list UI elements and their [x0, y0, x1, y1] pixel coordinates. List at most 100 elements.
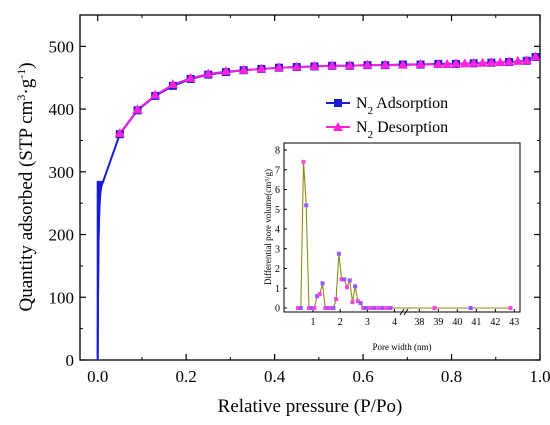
- desorption-point: [362, 59, 373, 69]
- y-tick-label: 200: [49, 226, 75, 245]
- desorption-point: [486, 57, 497, 67]
- desorption-point: [477, 57, 488, 67]
- y-tick-label: 400: [49, 100, 75, 119]
- inset-y-tick-label: 4: [275, 225, 280, 236]
- desorption-point: [530, 51, 541, 61]
- y-tick-label: 300: [49, 163, 75, 182]
- desorption-point: [433, 59, 444, 69]
- inset-x-tick-label: 38: [414, 317, 424, 328]
- y-axis-title-main: Quantity adsorbed (STP cm: [16, 100, 37, 311]
- legend-desorption-pre: N: [356, 119, 368, 136]
- inset-x-tick-label: 1: [311, 317, 316, 328]
- inset-pore-point: [301, 159, 306, 164]
- legend-desorption-post: Desorption: [373, 119, 448, 136]
- inset-y-tick-label: 0: [275, 304, 280, 315]
- y-axis-title: Quantity adsorbed (STP cm3·g-1): [14, 62, 37, 311]
- inset-y-tick-label: 6: [275, 185, 280, 196]
- desorption-point: [203, 68, 214, 78]
- desorption-point: [150, 89, 161, 99]
- inset-pore-point: [347, 278, 352, 283]
- legend-label-desorption: N2 Desorption: [356, 119, 448, 141]
- inset-pore-point: [353, 284, 358, 289]
- inset-pore-point: [468, 306, 473, 310]
- inset-pore-point: [331, 306, 336, 310]
- main-series: [96, 51, 541, 360]
- inset-pore-point: [342, 277, 347, 282]
- inset-x-tick-label: 40: [452, 317, 462, 328]
- y-tick-label: 0: [66, 351, 75, 370]
- inset-x-tick-label: 41: [471, 317, 481, 328]
- inset-pore-point: [355, 299, 360, 304]
- inset-y-tick-label: 7: [275, 165, 280, 176]
- inset-pore-point: [328, 306, 333, 310]
- legend-adsorption-pre: N: [356, 95, 368, 112]
- inset-pore-point: [372, 306, 377, 310]
- legend-adsorption-sub: 2: [368, 105, 374, 117]
- inset-x-tick-label: 3: [365, 317, 370, 328]
- inset-pore-point: [361, 306, 366, 310]
- inset-x-tick-label: 42: [490, 317, 500, 328]
- inset-pore-point: [368, 306, 373, 310]
- inset-pore-point: [508, 306, 513, 310]
- inset-pore-point: [317, 292, 322, 297]
- desorption-point: [380, 59, 391, 69]
- legend-marker-desorption: [333, 122, 343, 131]
- inset-pore-point: [388, 306, 393, 310]
- inset-x-tick-label: 39: [433, 317, 443, 328]
- inset-pore-point: [358, 301, 363, 306]
- y-axis-title-mid: ·g: [16, 78, 37, 94]
- desorption-point: [132, 104, 143, 114]
- desorption-point: [327, 60, 338, 70]
- inset-pore-point: [380, 306, 385, 310]
- x-axis-title: Relative pressure (P/Po): [218, 396, 403, 417]
- desorption-point: [185, 72, 196, 82]
- inset-pore-point: [325, 306, 330, 310]
- inset-frame: [283, 142, 521, 313]
- desorption-point: [521, 55, 532, 65]
- desorption-point: [238, 64, 249, 74]
- inset-pore-point: [336, 251, 341, 256]
- y-tick-label: 500: [49, 37, 75, 56]
- x-tick-label: 0.0: [87, 367, 108, 386]
- inset-x-tick-label: 43: [509, 317, 519, 328]
- inset-pore-point: [364, 306, 369, 310]
- x-tick-label: 0.2: [176, 367, 197, 386]
- desorption-point: [415, 59, 426, 69]
- desorption-point: [114, 128, 125, 138]
- inset-series: [296, 159, 513, 310]
- desorption-point: [450, 58, 461, 68]
- main-plot-frame: [79, 14, 541, 361]
- inset-axis-break: [399, 308, 409, 316]
- inset-tick-labels: 0 1 2 3 4 5 6 7 8 1 2 3 4 38 39 40 41 42 43: [275, 146, 519, 329]
- desorption-point: [220, 65, 231, 75]
- inset-pore-point: [432, 306, 437, 310]
- desorption-point: [504, 56, 515, 66]
- inset-y-tick-label: 8: [275, 146, 280, 157]
- inset-pore-point: [339, 277, 344, 282]
- desorption-point: [459, 58, 470, 68]
- inset-x-axis-title: Pore width (nm): [373, 342, 432, 352]
- desorption-point: [397, 59, 408, 69]
- inset-x-tick-label: 4: [392, 317, 397, 328]
- inset-pore-point: [306, 306, 311, 310]
- desorption-point: [309, 60, 320, 70]
- desorption-point: [274, 62, 285, 72]
- inset-pore-point: [350, 300, 355, 305]
- inset-pore-point: [320, 281, 325, 286]
- desorption-point: [291, 61, 302, 71]
- inset-pore-point: [384, 306, 389, 310]
- inset-y-tick-label: 3: [275, 244, 280, 255]
- legend: N2 Adsorption N2 Desorption: [326, 95, 448, 141]
- desorption-point: [468, 57, 479, 67]
- inset-pore-point: [312, 306, 317, 310]
- x-tick-label: 0.8: [441, 367, 462, 386]
- x-tick-label: 0.4: [264, 367, 286, 386]
- desorption-point: [512, 55, 523, 65]
- desorption-point: [256, 63, 267, 73]
- inset-pore-point: [376, 306, 381, 310]
- inset-y-tick-label: 2: [275, 264, 280, 275]
- desorption-point: [495, 57, 506, 67]
- y-axis-title-sup2: -1: [14, 69, 28, 79]
